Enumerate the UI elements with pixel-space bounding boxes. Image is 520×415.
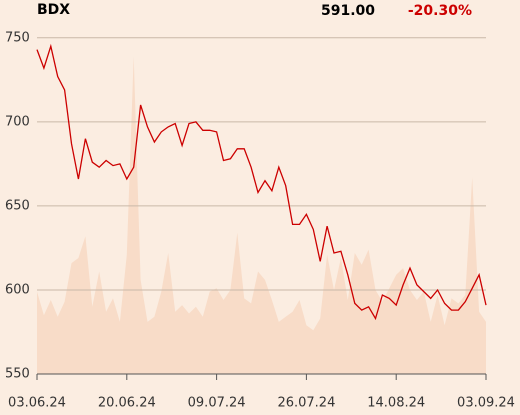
x-tick-label: 20.06.24 — [98, 396, 156, 411]
price-line — [36, 43, 487, 321]
y-tick-label: 750 — [5, 30, 30, 45]
x-tick-label: 03.09.24 — [457, 396, 515, 411]
y-tick-label: 550 — [5, 367, 30, 382]
x-tick-label: 09.07.24 — [188, 396, 246, 411]
x-tick-label: 14.08.24 — [367, 396, 425, 411]
y-tick-label: 700 — [5, 114, 30, 129]
ticker: BDX — [37, 2, 70, 18]
price: 591.00 — [321, 3, 375, 19]
y-tick-label: 600 — [5, 282, 30, 297]
x-tick-label: 03.06.24 — [8, 396, 66, 411]
x-tick-label: 26.07.24 — [277, 396, 335, 411]
y-tick-label: 650 — [5, 198, 30, 213]
volume-area — [37, 56, 486, 375]
change: -20.30% — [408, 3, 472, 19]
